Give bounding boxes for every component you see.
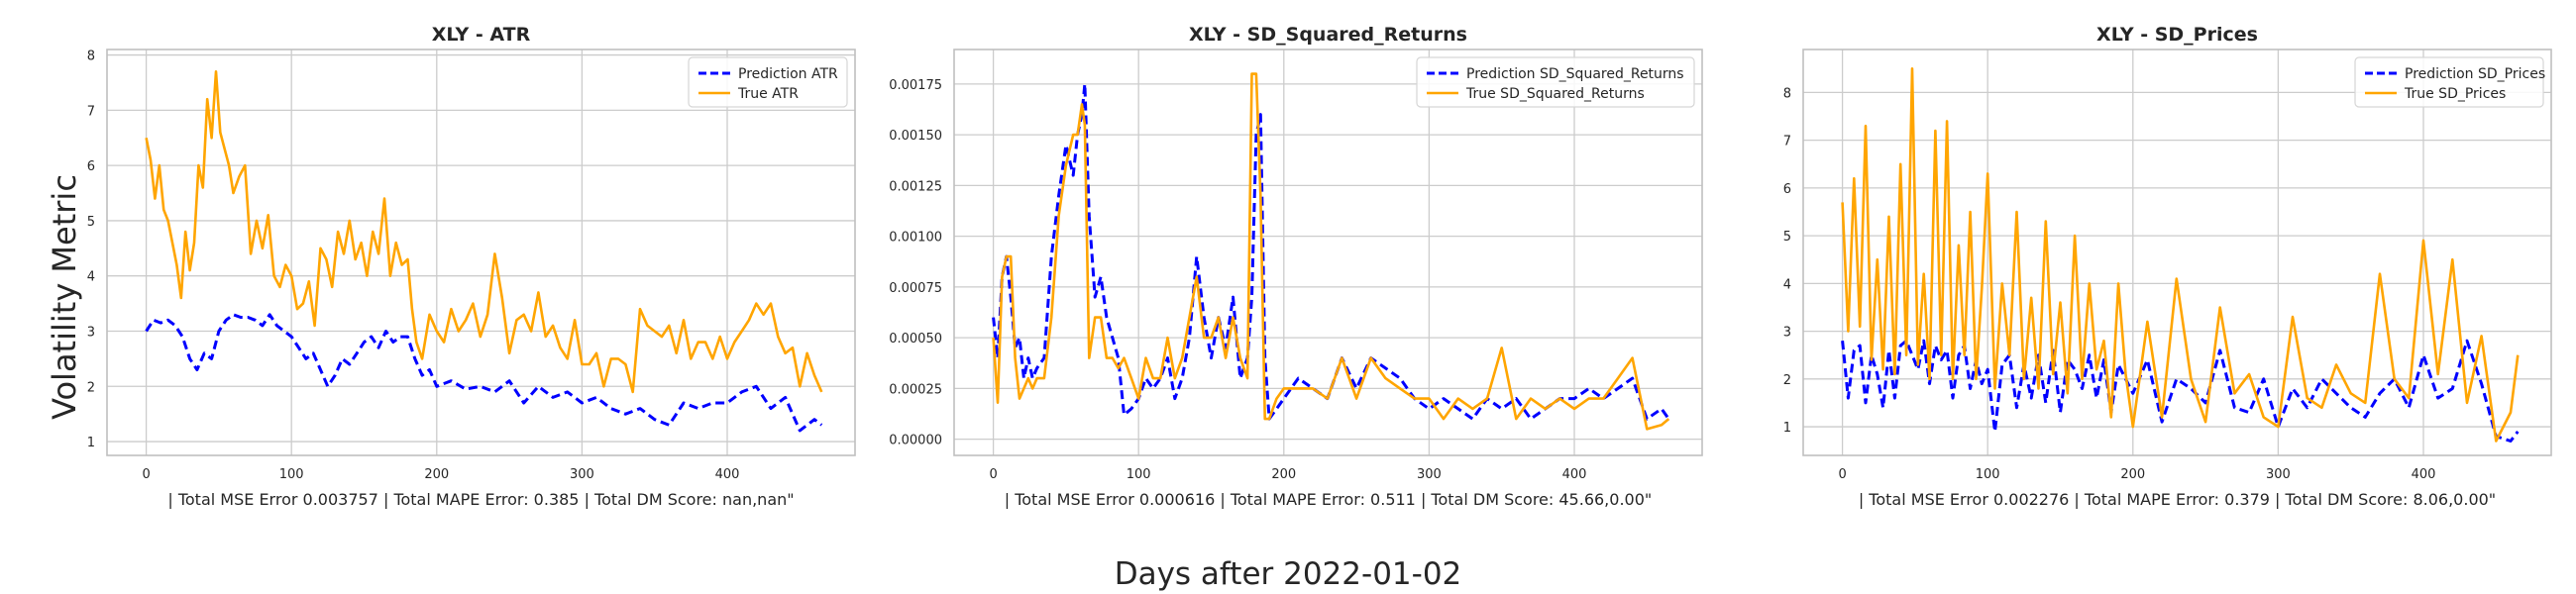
y-tick-label: 1 <box>1783 421 1791 436</box>
legend: Prediction SD_Prices True SD_Prices <box>2354 56 2545 108</box>
x-tick-label: 0 <box>1838 467 1846 482</box>
x-tick-label: 400 <box>1562 467 1587 482</box>
panel-2: 0 100 200 300 400 0.00000 0.00025 0.00050 0.0007… <box>889 24 1703 509</box>
legend-label: True SD_Squared_Returns <box>1465 86 1645 102</box>
x-tick-label: 300 <box>570 467 594 482</box>
y-tick-label: 7 <box>87 104 95 119</box>
legend-label: Prediction SD_Squared_Returns <box>1466 66 1684 82</box>
x-tick-label: 100 <box>279 467 304 482</box>
legend-label: Prediction ATR <box>738 66 838 82</box>
panel-title: XLY - ATR <box>432 24 531 46</box>
x-tick-label: 200 <box>1271 467 1296 482</box>
figure-xlabel: Days after 2022-01-02 <box>1115 556 1462 592</box>
y-tick-label: 5 <box>87 215 95 230</box>
y-tick-label: 8 <box>87 50 95 64</box>
y-tick-label: 0.00000 <box>889 434 942 448</box>
panel-1: 0 100 200 300 400 1 2 3 4 5 6 7 8 XLY - ATR | Total MS… <box>87 24 856 509</box>
x-tick-label: 0 <box>142 467 150 482</box>
y-tick-label: 0.00025 <box>889 382 942 397</box>
y-tick-label: 0.00125 <box>889 179 942 194</box>
x-tick-label: 200 <box>424 467 449 482</box>
legend-box <box>688 56 848 108</box>
legend-box <box>1416 56 1695 108</box>
y-tick-label: 3 <box>1783 326 1791 341</box>
y-tick-label: 0.00100 <box>889 231 942 246</box>
y-tick-label: 8 <box>1783 86 1791 101</box>
y-tick-label: 0.00075 <box>889 281 942 296</box>
y-tick-label: 0.00150 <box>889 129 942 144</box>
y-tick-label: 7 <box>1783 135 1791 149</box>
series-line-prediction <box>145 313 823 433</box>
legend-box <box>2354 56 2544 108</box>
series-line-true <box>145 70 823 394</box>
legend: Prediction ATR True ATR <box>688 56 848 108</box>
y-tick-label: 4 <box>87 270 95 285</box>
x-tick-label: 200 <box>2120 467 2145 482</box>
x-tick-label: 400 <box>715 467 740 482</box>
x-tick-label: 400 <box>2412 467 2436 482</box>
x-tick-label: 100 <box>1976 467 2000 482</box>
legend-label: True ATR <box>737 86 799 102</box>
y-tick-label: 6 <box>87 159 95 174</box>
x-tick-label: 300 <box>2266 467 2291 482</box>
x-tick-label: 300 <box>1417 467 1442 482</box>
series-line-true <box>1841 67 2520 443</box>
plot-frame <box>953 49 1703 456</box>
panel-3: 0 100 200 300 400 1 2 3 4 5 6 7 8 XLY - SD_Prices | To… <box>1783 24 2552 509</box>
y-tick-label: 2 <box>87 380 95 395</box>
y-tick-label: 0.00050 <box>889 332 942 346</box>
legend-label: True SD_Prices <box>2404 86 2506 102</box>
panel-xlabel: | Total MSE Error 0.002276 | Total MAPE … <box>1859 490 2496 509</box>
y-tick-label: 2 <box>1783 373 1791 388</box>
y-tick-label: 0.00175 <box>889 78 942 93</box>
panel-xlabel: | Total MSE Error 0.000616 | Total MAPE … <box>1005 490 1653 509</box>
y-tick-label: 3 <box>87 325 95 340</box>
legend: Prediction SD_Squared_Returns True SD_Squ… <box>1416 56 1695 108</box>
y-tick-label: 5 <box>1783 230 1791 245</box>
y-tick-label: 4 <box>1783 277 1791 292</box>
plot-frame <box>106 49 856 456</box>
panel-title: XLY - SD_Prices <box>2096 24 2258 46</box>
figure-ylabel: Volatility Metric <box>46 174 83 420</box>
legend-label: Prediction SD_Prices <box>2405 66 2545 82</box>
x-tick-label: 100 <box>1127 467 1151 482</box>
x-tick-label: 0 <box>989 467 997 482</box>
plot-frame <box>1802 49 2552 456</box>
y-tick-label: 1 <box>87 436 95 450</box>
y-tick-label: 6 <box>1783 182 1791 197</box>
panel-xlabel: | Total MSE Error 0.003757 | Total MAPE … <box>167 490 794 509</box>
series-line-true <box>992 72 1670 431</box>
panel-title: XLY - SD_Squared_Returns <box>1189 24 1467 46</box>
